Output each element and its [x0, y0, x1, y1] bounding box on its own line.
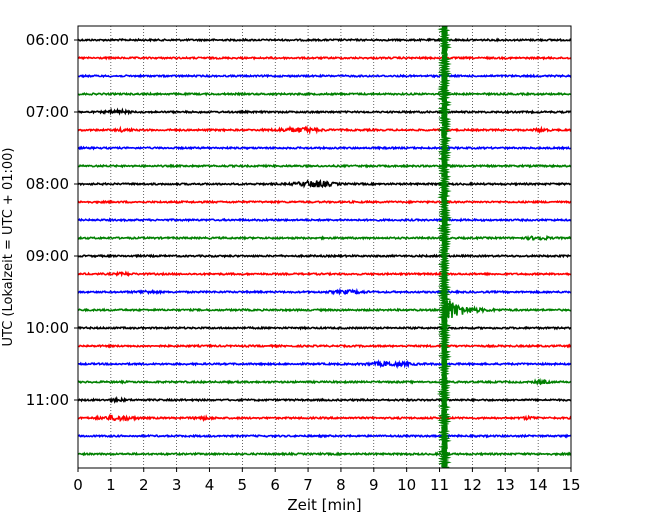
plot-frame	[77, 25, 572, 469]
x-tick-label-10: 10	[397, 476, 416, 494]
trace-22	[78, 433, 571, 439]
x-tick-label-4: 4	[205, 476, 215, 494]
y-tick-label-3: 09:00	[26, 247, 69, 265]
y-tick-label-5: 11:00	[26, 391, 69, 409]
trace-13	[78, 270, 571, 278]
y-tick-label-0: 06:00	[26, 31, 69, 49]
x-tick-label-12: 12	[463, 476, 482, 494]
x-tick-label-11: 11	[430, 476, 449, 494]
trace-16	[78, 325, 571, 331]
trace-1	[78, 55, 571, 61]
x-tick-label-3: 3	[172, 476, 182, 494]
x-tick-label-5: 5	[238, 476, 248, 494]
trace-10	[78, 217, 571, 223]
trace-17	[78, 343, 571, 349]
y-axis-label: UTC (Lokalzeit = UTC + 01:00)	[1, 148, 16, 347]
x-tick-label-0: 0	[73, 476, 83, 494]
trace-5	[78, 124, 571, 135]
traces	[78, 26, 571, 468]
trace-12	[78, 253, 571, 259]
trace-14	[78, 287, 571, 296]
y-tick-label-2: 08:00	[26, 175, 69, 193]
trace-6	[78, 145, 571, 151]
trace-11	[78, 234, 571, 241]
plot-background	[78, 26, 571, 468]
x-tick-label-15: 15	[561, 476, 580, 494]
trace-9	[78, 199, 571, 205]
trace-7	[78, 163, 571, 169]
x-axis-label: Zeit [min]	[287, 496, 361, 514]
trace-21	[78, 413, 571, 423]
trace-0	[78, 37, 571, 43]
x-tick-label-14: 14	[529, 476, 548, 494]
y-tick-label-4: 10:00	[26, 319, 69, 337]
trace-4	[78, 107, 571, 116]
x-axis-ticks: 0 1 2 3 4 5 6 7 8 9 10 11 12 13 14 15	[73, 468, 581, 494]
y-axis-ticks: 06:00 07:00 08:00 09:00 10:00 11:00	[26, 31, 78, 409]
x-tick-label-13: 13	[496, 476, 515, 494]
trace-23	[78, 451, 571, 457]
trace-18	[78, 358, 571, 370]
trace-8	[78, 178, 571, 189]
earthquake-signal	[436, 26, 452, 468]
x-tick-label-9: 9	[369, 476, 379, 494]
x-tick-label-1: 1	[106, 476, 116, 494]
trace-20	[78, 395, 571, 404]
x-tick-label-7: 7	[303, 476, 313, 494]
x-tick-label-8: 8	[336, 476, 346, 494]
x-tick-label-2: 2	[139, 476, 149, 494]
trace-2	[78, 73, 571, 79]
trace-19	[78, 377, 571, 386]
x-tick-label-6: 6	[270, 476, 280, 494]
trace-15	[78, 300, 571, 322]
y-tick-label-1: 07:00	[26, 103, 69, 121]
trace-3	[78, 91, 571, 97]
